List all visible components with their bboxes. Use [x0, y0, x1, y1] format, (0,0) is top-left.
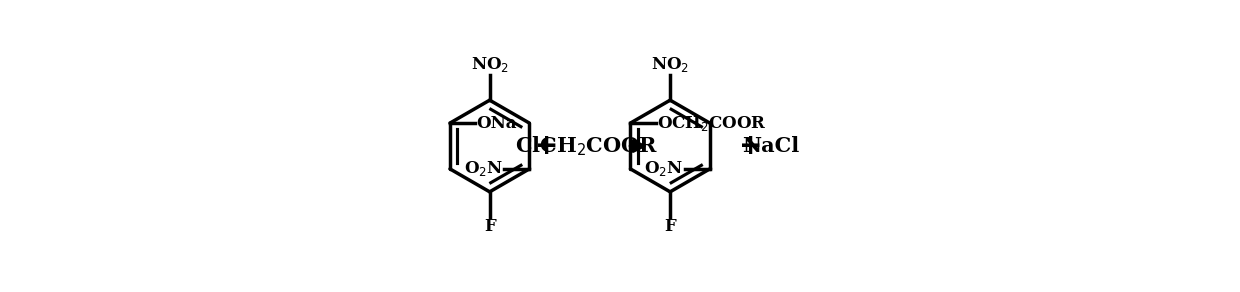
Text: F: F [665, 218, 676, 235]
Text: F: F [484, 218, 496, 235]
Text: +: + [536, 132, 559, 160]
Text: O$_2$N: O$_2$N [464, 159, 502, 178]
Text: ONa: ONa [476, 114, 517, 132]
Text: O$_2$N: O$_2$N [644, 159, 683, 178]
Text: NaCl: NaCl [742, 136, 799, 156]
Text: NO$_2$: NO$_2$ [471, 55, 508, 74]
Text: ClCH$_2$COOR: ClCH$_2$COOR [516, 134, 658, 158]
Text: OCH$_2$COOR: OCH$_2$COOR [657, 114, 766, 133]
Text: +: + [739, 132, 763, 160]
Text: NO$_2$: NO$_2$ [651, 55, 689, 74]
